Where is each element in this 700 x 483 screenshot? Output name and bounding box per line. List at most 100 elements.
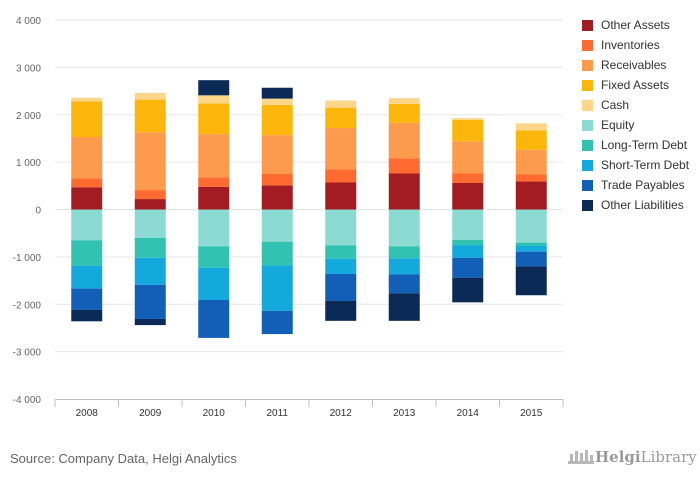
bar-inventories-2011	[261, 173, 293, 186]
bar-long-term-debt-2012	[325, 245, 357, 259]
bar-fixed-assets-2010	[198, 103, 230, 135]
bar-cash-2015	[515, 123, 547, 131]
legend-item[interactable]: Receivables	[582, 55, 689, 75]
bar-receivables-2015	[515, 149, 547, 175]
bar-other-liabilities-2011	[261, 87, 293, 99]
bar-trade-payables-2013	[388, 274, 420, 294]
bar-equity-2014	[452, 209, 484, 240]
bar-cash-2013	[388, 98, 420, 104]
bar-short-term-debt-2012	[325, 258, 357, 274]
bar-long-term-debt-2011	[261, 241, 293, 266]
bar-cash-2009	[134, 92, 166, 100]
legend-swatch	[582, 199, 593, 211]
bar-inventories-2013	[388, 158, 420, 174]
bar-equity-2011	[261, 209, 293, 242]
chart-legend: Other Assets Inventories Receivables Fixed …	[582, 15, 689, 215]
bar-equity-2008	[71, 209, 103, 241]
legend-swatch	[582, 179, 593, 191]
bar-other-assets-2011	[261, 185, 293, 210]
bar-other-liabilities-2012	[325, 300, 357, 321]
bar-other-assets-2009	[134, 199, 166, 210]
legend-swatch	[582, 99, 593, 111]
y-tick-label: -3 000	[13, 348, 42, 359]
bar-short-term-debt-2014	[452, 245, 484, 258]
bar-other-assets-2012	[325, 182, 357, 210]
y-tick-label: 1 000	[16, 158, 41, 169]
bar-receivables-2012	[325, 128, 357, 170]
x-tick-label: 2010	[203, 408, 226, 419]
legend-label: Receivables	[601, 58, 667, 72]
bar-trade-payables-2010	[198, 299, 230, 338]
bar-short-term-debt-2013	[388, 258, 420, 275]
bar-cash-2008	[71, 97, 103, 102]
legend-label: Fixed Assets	[601, 78, 670, 92]
bar-equity-2015	[515, 209, 547, 243]
bar-fixed-assets-2012	[325, 107, 357, 129]
bar-short-term-debt-2008	[71, 265, 103, 289]
bar-fixed-assets-2009	[134, 99, 166, 133]
bar-receivables-2010	[198, 134, 230, 178]
bar-cash-2010	[198, 95, 230, 104]
bar-other-liabilities-2009	[134, 318, 166, 326]
legend-swatch	[582, 159, 593, 171]
bar-inventories-2009	[134, 190, 166, 200]
bar-long-term-debt-2015	[515, 242, 547, 246]
legend-label: Equity	[601, 118, 635, 132]
legend-item[interactable]: Trade Payables	[582, 175, 689, 195]
x-tick-label: 2012	[330, 408, 353, 419]
bar-short-term-debt-2010	[198, 267, 230, 300]
x-tick-label: 2008	[76, 408, 99, 419]
bar-equity-2013	[388, 209, 420, 247]
bar-equity-2012	[325, 209, 357, 246]
legend-label: Long-Term Debt	[601, 138, 688, 152]
bar-trade-payables-2009	[134, 284, 166, 319]
y-tick-label: 3 000	[16, 63, 41, 74]
bar-long-term-debt-2009	[134, 237, 166, 258]
bar-receivables-2014	[452, 141, 484, 174]
bar-cash-2011	[261, 98, 293, 105]
bar-other-liabilities-2010	[198, 80, 230, 96]
bar-receivables-2013	[388, 122, 420, 159]
bar-long-term-debt-2013	[388, 246, 420, 259]
legend-swatch	[582, 79, 593, 91]
y-tick-label: -4 000	[13, 395, 42, 406]
legend-swatch	[582, 139, 593, 151]
bar-short-term-debt-2015	[515, 245, 547, 252]
bar-other-liabilities-2008	[71, 309, 103, 322]
helgi-library-logo: HelgiLibrary	[567, 448, 697, 466]
source-note: Source: Company Data, Helgi Analytics	[10, 451, 237, 466]
y-tick-label: 2 000	[16, 111, 41, 122]
y-tick-label: 0	[35, 206, 41, 217]
legend-item[interactable]: Other Liabilities	[582, 195, 689, 215]
bar-other-assets-2013	[388, 173, 420, 210]
bar-long-term-debt-2008	[71, 240, 103, 266]
bar-inventories-2008	[71, 178, 103, 188]
bar-inventories-2012	[325, 169, 357, 183]
legend-item[interactable]: Equity	[582, 115, 689, 135]
x-tick-label: 2009	[139, 408, 162, 419]
legend-item[interactable]: Short-Term Debt	[582, 155, 689, 175]
legend-label: Trade Payables	[601, 178, 685, 192]
bar-other-assets-2008	[71, 187, 103, 210]
logo-suffix: Library	[640, 448, 697, 466]
bar-inventories-2014	[452, 173, 484, 183]
legend-label: Short-Term Debt	[601, 158, 690, 172]
legend-item[interactable]: Inventories	[582, 35, 689, 55]
legend-label: Other Liabilities	[601, 198, 684, 212]
bar-receivables-2008	[71, 137, 103, 179]
bar-long-term-debt-2014	[452, 239, 484, 246]
legend-item[interactable]: Other Assets	[582, 15, 689, 35]
bar-short-term-debt-2011	[261, 265, 293, 311]
legend-item[interactable]: Long-Term Debt	[582, 135, 689, 155]
bar-receivables-2009	[134, 132, 166, 191]
legend-swatch	[582, 19, 593, 31]
bar-cash-2012	[325, 100, 357, 108]
legend-item[interactable]: Cash	[582, 95, 689, 115]
x-tick-label: 2015	[520, 408, 543, 419]
legend-swatch	[582, 119, 593, 131]
bar-fixed-assets-2011	[261, 104, 293, 136]
bar-fixed-assets-2014	[452, 119, 484, 142]
legend-item[interactable]: Fixed Assets	[582, 75, 689, 95]
bar-trade-payables-2015	[515, 251, 547, 267]
